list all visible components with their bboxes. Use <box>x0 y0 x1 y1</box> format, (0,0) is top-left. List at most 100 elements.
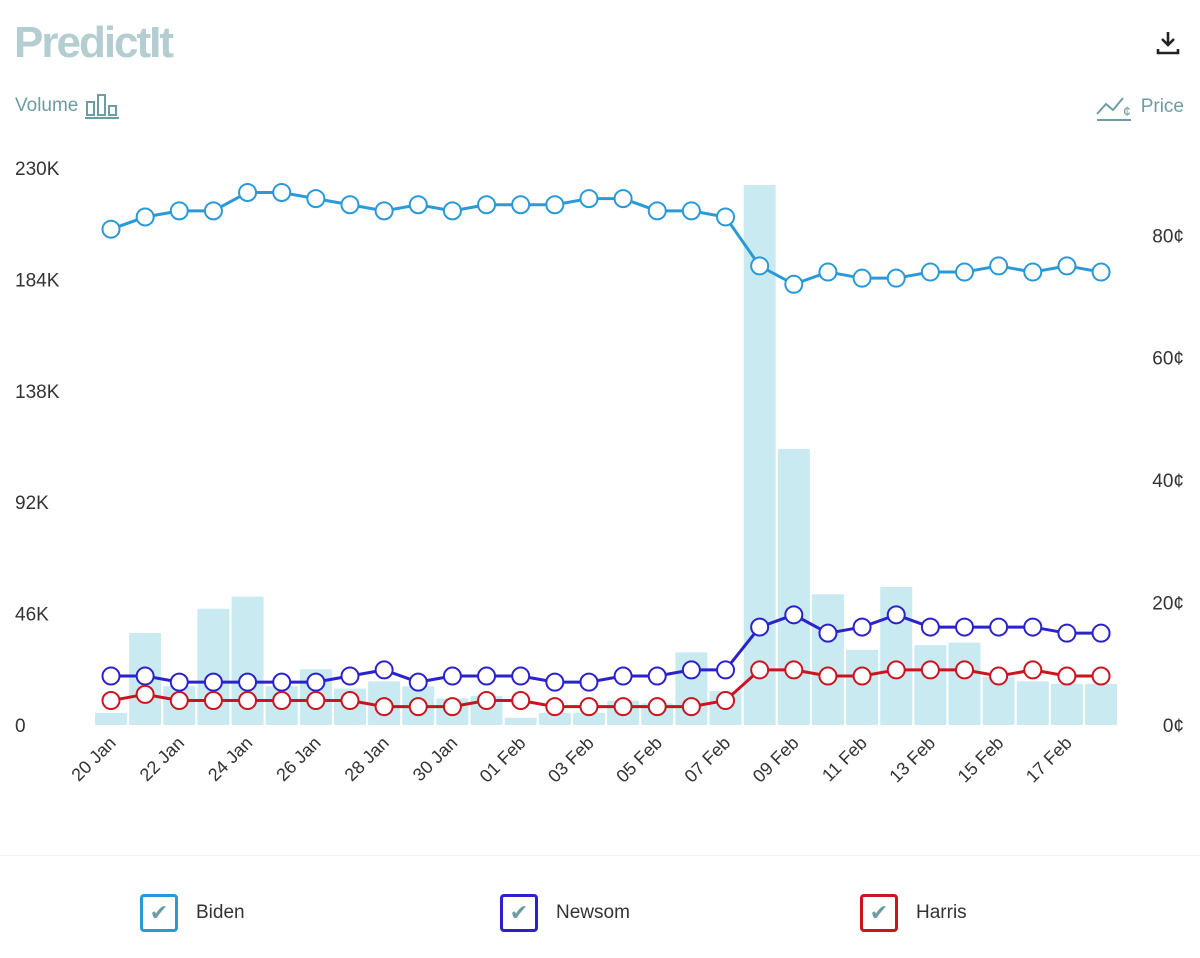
x-tick-label: 03 Feb <box>544 733 598 787</box>
point-biden <box>169 201 189 221</box>
legend-item-biden[interactable]: ✔ Biden <box>140 894 245 932</box>
point-harris <box>169 691 189 711</box>
volume-bar <box>1050 683 1083 725</box>
price-tick-label: 60¢ <box>1152 349 1184 370</box>
point-biden <box>716 207 736 227</box>
volume-bar <box>538 712 571 725</box>
point-newsom <box>613 666 633 686</box>
point-newsom <box>477 666 497 686</box>
point-harris <box>1091 666 1111 686</box>
point-biden <box>340 195 360 215</box>
point-biden <box>101 219 121 239</box>
x-tick-label: 26 Jan <box>272 733 324 785</box>
volume-tick-label: 184K <box>15 270 60 291</box>
point-newsom <box>579 672 599 692</box>
volume-bar <box>504 717 537 725</box>
volume-label: Volume <box>15 95 79 116</box>
volume-tick-label: 46K <box>15 605 49 626</box>
line-price-icon: ¢ <box>1095 97 1131 121</box>
checkbox-newsom[interactable]: ✔ <box>500 894 538 932</box>
checkbox-biden[interactable]: ✔ <box>140 894 178 932</box>
volume-tick-label: 230K <box>15 159 60 180</box>
x-tick-label: 22 Jan <box>136 733 188 785</box>
point-newsom <box>681 660 701 680</box>
point-newsom <box>238 672 258 692</box>
point-harris <box>784 660 804 680</box>
point-biden <box>374 201 394 221</box>
point-harris <box>203 691 223 711</box>
price-volume-chart: 0 46K 92K 138K 184K 230K 0¢ 20¢ 40¢ 60¢ 80¢ 20 Jan 2… <box>15 159 1184 787</box>
volume-bar <box>231 596 264 725</box>
point-newsom <box>1057 623 1077 643</box>
volume-tick-label: 138K <box>15 382 60 403</box>
point-newsom <box>545 672 565 692</box>
volume-bar <box>914 645 947 725</box>
x-tick-label: 05 Feb <box>612 733 666 787</box>
volume-bar <box>948 642 981 725</box>
point-biden <box>545 195 565 215</box>
point-newsom <box>818 623 838 643</box>
point-newsom <box>511 666 531 686</box>
x-tick-label: 09 Feb <box>749 733 803 787</box>
point-newsom <box>203 672 223 692</box>
point-biden <box>203 201 223 221</box>
point-harris <box>1023 660 1043 680</box>
legend-item-newsom[interactable]: ✔ Newsom <box>500 894 630 932</box>
point-newsom <box>920 617 940 637</box>
volume-bar <box>95 712 127 725</box>
point-newsom <box>169 672 189 692</box>
volume-tick-label: 0 <box>15 716 26 737</box>
volume-bar <box>982 676 1015 725</box>
point-harris <box>238 691 258 711</box>
point-harris <box>272 691 292 711</box>
point-newsom <box>306 672 326 692</box>
legend-label: Harris <box>916 902 967 923</box>
point-biden <box>442 201 462 221</box>
legend-label: Newsom <box>556 902 630 923</box>
volume-bar <box>1016 681 1049 725</box>
x-tick-label: 15 Feb <box>954 733 1008 787</box>
predictit-logo: PredictIt <box>14 18 174 67</box>
point-harris <box>306 691 326 711</box>
point-harris <box>852 666 872 686</box>
checkbox-harris[interactable]: ✔ <box>860 894 898 932</box>
point-biden <box>920 262 940 282</box>
point-newsom <box>101 666 121 686</box>
point-newsom <box>955 617 974 637</box>
legend-item-harris[interactable]: ✔ Harris <box>860 894 967 932</box>
point-biden <box>511 195 531 215</box>
price-tick-label: 20¢ <box>1152 594 1184 615</box>
x-tick-label: 20 Jan <box>67 733 119 785</box>
point-biden <box>238 182 258 202</box>
point-harris <box>716 691 736 711</box>
legend: ✔ Biden ✔ Newsom ✔ Harris <box>0 855 1200 958</box>
point-harris <box>681 697 701 717</box>
point-newsom <box>340 666 360 686</box>
point-harris <box>989 666 1009 686</box>
point-harris <box>442 697 462 717</box>
point-newsom <box>886 605 906 625</box>
download-button[interactable] <box>1154 28 1182 56</box>
price-toggle[interactable]: ¢ Price <box>1095 92 1184 122</box>
point-harris <box>955 660 974 680</box>
volume-toggle[interactable]: Volume <box>15 92 120 120</box>
point-biden <box>784 274 804 294</box>
point-newsom <box>1023 617 1043 637</box>
price-label: Price <box>1140 96 1184 117</box>
volume-bar <box>572 712 605 725</box>
point-harris <box>101 691 121 711</box>
point-harris <box>750 660 770 680</box>
x-tick-label: 24 Jan <box>204 733 256 785</box>
point-harris <box>545 697 565 717</box>
point-harris <box>647 697 667 717</box>
line-biden <box>110 190 1102 286</box>
x-tick-label: 30 Jan <box>409 733 461 785</box>
point-newsom <box>374 660 394 680</box>
point-newsom <box>1091 623 1111 643</box>
point-newsom <box>784 605 804 625</box>
point-harris <box>920 660 940 680</box>
point-harris <box>886 660 906 680</box>
point-harris <box>579 697 599 717</box>
point-biden <box>272 182 292 202</box>
point-biden <box>1023 262 1043 282</box>
